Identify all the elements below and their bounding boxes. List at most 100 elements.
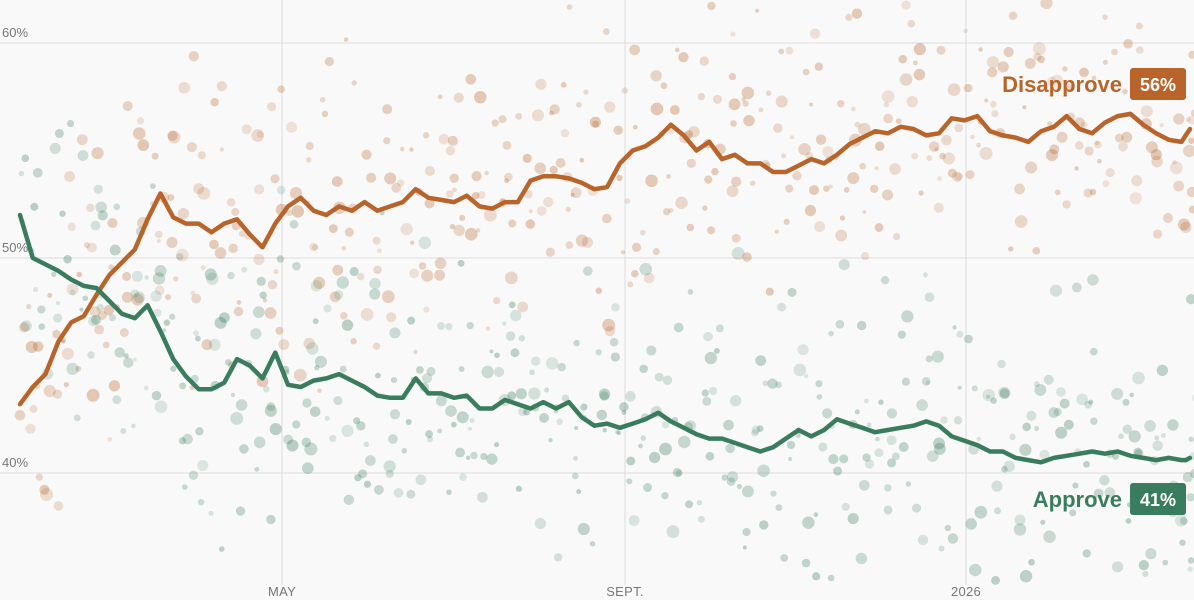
poll-dot bbox=[573, 339, 580, 347]
poll-dot bbox=[61, 347, 74, 360]
poll-dot bbox=[549, 104, 560, 115]
poll-dot bbox=[67, 222, 76, 232]
poll-dot bbox=[266, 402, 276, 412]
poll-dot bbox=[1131, 175, 1143, 187]
poll-dot bbox=[545, 357, 559, 370]
poll-dot bbox=[123, 357, 134, 368]
poll-dot bbox=[755, 355, 767, 366]
poll-dot bbox=[32, 167, 43, 178]
poll-dot bbox=[1187, 115, 1194, 125]
poll-dot bbox=[1079, 67, 1089, 78]
poll-dot bbox=[230, 392, 236, 398]
poll-dot bbox=[102, 341, 110, 349]
poll-dot bbox=[788, 456, 793, 462]
poll-dot bbox=[897, 330, 906, 339]
poll-dot bbox=[369, 288, 381, 300]
poll-dot bbox=[1047, 76, 1057, 86]
poll-dot bbox=[85, 203, 95, 212]
poll-dot bbox=[730, 31, 736, 37]
poll-dot bbox=[269, 422, 282, 436]
poll-dot bbox=[785, 46, 794, 55]
poll-dot bbox=[107, 437, 113, 442]
poll-dot bbox=[802, 68, 810, 76]
poll-dot bbox=[987, 67, 998, 78]
poll-dot bbox=[984, 98, 989, 103]
poll-dot bbox=[1140, 105, 1153, 118]
poll-dot bbox=[742, 527, 751, 537]
poll-dot bbox=[723, 419, 734, 431]
poll-dot bbox=[90, 220, 101, 231]
poll-dot bbox=[446, 489, 452, 495]
poll-dot bbox=[340, 312, 348, 320]
poll-dot bbox=[353, 417, 361, 425]
poll-dot bbox=[193, 330, 199, 336]
x-tick-label: MAY bbox=[268, 584, 296, 599]
poll-dot bbox=[874, 448, 884, 458]
poll-dot bbox=[947, 533, 959, 544]
poll-dot bbox=[230, 411, 244, 425]
poll-dot bbox=[321, 110, 329, 118]
poll-dot bbox=[814, 221, 826, 233]
poll-dot bbox=[1142, 570, 1149, 577]
poll-dot bbox=[214, 316, 227, 329]
poll-dot bbox=[453, 224, 465, 237]
poll-dot bbox=[675, 469, 683, 477]
poll-dot bbox=[1104, 487, 1116, 499]
poll-dot bbox=[1032, 42, 1046, 56]
poll-dot bbox=[176, 253, 184, 261]
poll-dot bbox=[685, 500, 693, 509]
poll-dot bbox=[940, 416, 948, 424]
poll-dot bbox=[262, 385, 270, 393]
poll-dot bbox=[413, 349, 418, 355]
poll-dot bbox=[1102, 59, 1108, 65]
poll-dot bbox=[493, 297, 501, 305]
poll-dot bbox=[425, 430, 433, 439]
poll-dot bbox=[838, 259, 850, 271]
poll-dot bbox=[631, 242, 642, 253]
poll-dot bbox=[53, 313, 63, 323]
poll-dot bbox=[874, 166, 879, 171]
poll-dot bbox=[405, 419, 412, 425]
poll-dot bbox=[886, 408, 898, 419]
poll-dot bbox=[906, 95, 918, 108]
poll-dot bbox=[557, 362, 566, 372]
poll-dot bbox=[942, 152, 956, 165]
poll-dot bbox=[14, 410, 26, 421]
poll-dot bbox=[754, 8, 760, 13]
poll-dot bbox=[415, 474, 427, 486]
poll-dot bbox=[49, 142, 61, 154]
poll-dot bbox=[375, 372, 381, 379]
poll-dot bbox=[33, 287, 39, 293]
poll-dot bbox=[963, 28, 968, 34]
poll-dot bbox=[504, 178, 510, 184]
y-tick-label: 50% bbox=[2, 240, 28, 255]
poll-dot bbox=[314, 355, 327, 368]
poll-dot bbox=[363, 441, 370, 448]
poll-dot bbox=[373, 265, 382, 275]
poll-dot bbox=[860, 251, 870, 261]
poll-dot bbox=[926, 450, 939, 462]
poll-dot bbox=[235, 506, 246, 516]
poll-dot bbox=[144, 275, 149, 280]
poll-dot bbox=[66, 283, 79, 296]
poll-dot bbox=[1087, 274, 1099, 286]
poll-dot bbox=[407, 316, 416, 325]
poll-dot bbox=[178, 437, 187, 445]
poll-dot bbox=[453, 92, 464, 103]
poll-dot bbox=[828, 330, 834, 337]
disapprove-badge bbox=[1130, 68, 1186, 100]
poll-dot bbox=[343, 37, 349, 42]
poll-dot bbox=[1037, 55, 1045, 64]
poll-dot bbox=[957, 385, 962, 390]
poll-dot bbox=[620, 250, 626, 255]
poll-dot bbox=[336, 276, 350, 289]
poll-dot bbox=[677, 435, 691, 449]
poll-dot bbox=[1053, 407, 1062, 417]
poll-dot bbox=[1033, 52, 1042, 61]
disapprove-badge-value: 56% bbox=[1140, 75, 1176, 95]
poll-dot bbox=[489, 349, 494, 354]
poll-dot bbox=[604, 101, 616, 113]
poll-dot bbox=[1008, 11, 1018, 20]
poll-dot bbox=[200, 265, 206, 271]
poll-dot bbox=[1084, 146, 1094, 156]
